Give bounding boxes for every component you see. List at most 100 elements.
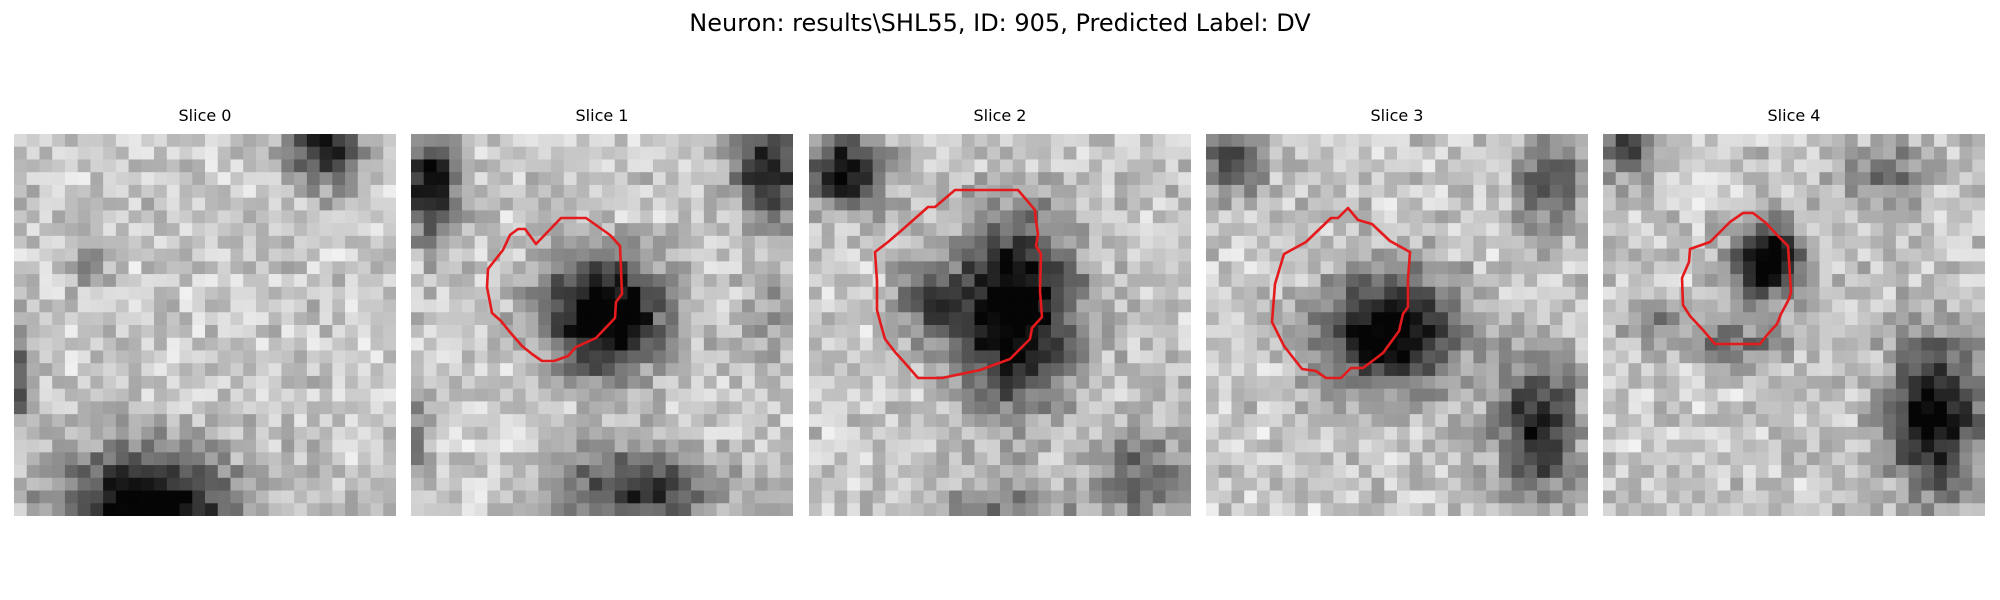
pixel-cell [1511, 439, 1525, 453]
pixel-cell [1473, 261, 1487, 275]
pixel-cell [1717, 286, 1731, 301]
pixel-cell [703, 223, 718, 237]
pixel-cell [538, 248, 552, 262]
pixel-cell [1806, 146, 1820, 160]
pixel-cell [1218, 337, 1232, 351]
pixel-cell [742, 465, 756, 479]
pixel-cell [268, 414, 282, 428]
pixel-cell [1486, 261, 1500, 275]
pixel-cell [1972, 388, 1985, 402]
pixel-cell [411, 350, 425, 364]
pixel-cell [961, 350, 976, 364]
pixel-cell [1371, 337, 1385, 351]
pixel-cell [39, 146, 53, 160]
pixel-cell [281, 184, 295, 199]
pixel-cell [885, 465, 899, 479]
pixel-cell [217, 375, 231, 390]
pixel-cell [576, 477, 590, 492]
pixel-cell [487, 134, 501, 148]
pixel-cell [461, 261, 476, 275]
pixel-cell [1231, 299, 1245, 313]
pixel-cell [500, 223, 514, 237]
pixel-cell [1603, 134, 1617, 148]
pixel-cell [268, 490, 282, 504]
pixel-cell [1409, 490, 1423, 504]
pixel-cell [589, 146, 603, 160]
pixel-cell [1946, 452, 1961, 466]
pixel-cell [1025, 184, 1039, 199]
pixel-cell [949, 159, 963, 173]
pixel-cell [1819, 363, 1833, 377]
pixel-cell [1346, 388, 1360, 402]
pixel-cell [1165, 261, 1179, 275]
pixel-cell [383, 388, 396, 402]
pixel-cell [1307, 452, 1322, 466]
pixel-cell [1435, 312, 1449, 326]
pixel-cell [1076, 503, 1090, 516]
pixel-cell [487, 172, 501, 186]
pixel-cell [1460, 375, 1474, 390]
pixel-cell [141, 337, 155, 351]
pixel-cell [1755, 223, 1770, 237]
pixel-cell [1101, 388, 1116, 402]
pixel-cell [1384, 465, 1398, 479]
pixel-cell [1844, 477, 1859, 492]
pixel-cell [1050, 490, 1065, 504]
pixel-cell [1038, 337, 1052, 351]
pixel-cell [1549, 490, 1564, 504]
pixel-cell [1307, 325, 1322, 339]
pixel-cell [357, 465, 372, 479]
pixel-cell [1295, 325, 1309, 339]
pixel-cell [1524, 248, 1538, 262]
pixel-cell [77, 375, 91, 390]
pixel-cell [1730, 490, 1744, 504]
pixel-cell [1781, 223, 1795, 237]
pixel-cell [1063, 490, 1077, 504]
pixel-cell [1269, 465, 1283, 479]
pixel-cell [627, 134, 641, 148]
pixel-cell [1473, 299, 1487, 313]
pixel-cell [1615, 197, 1629, 211]
pixel-cell [885, 223, 899, 237]
pixel-cell [1152, 465, 1167, 479]
pixel-cell [1549, 172, 1564, 186]
pixel-cell [729, 363, 743, 377]
pixel-cell [1883, 363, 1897, 377]
pixel-cell [474, 337, 488, 351]
pixel-cell [1089, 235, 1103, 250]
pixel-cell [1025, 350, 1039, 364]
pixel-cell [255, 223, 270, 237]
pixel-cell [1127, 223, 1141, 237]
pixel-cell [1012, 375, 1026, 390]
pixel-cell [487, 210, 501, 224]
pixel-cell [1409, 426, 1423, 441]
pixel-cell [1704, 223, 1719, 237]
pixel-cell [1346, 363, 1360, 377]
pixel-cell [1114, 223, 1128, 237]
pixel-cell [243, 184, 257, 199]
pixel-cell [1320, 490, 1334, 504]
pixel-cell [691, 286, 705, 301]
pixel-cell [885, 401, 899, 415]
pixel-cell [1320, 388, 1334, 402]
pixel-cell [1282, 401, 1296, 415]
pixel-cell [411, 490, 425, 504]
pixel-cell [1025, 312, 1039, 326]
pixel-cell [1806, 197, 1820, 211]
pixel-cell [423, 337, 437, 351]
pixel-cell [640, 235, 654, 250]
pixel-cell [1692, 375, 1706, 390]
pixel-cell [1768, 172, 1782, 186]
pixel-cell [949, 286, 963, 301]
pixel-cell [1819, 223, 1833, 237]
pixel-cell [614, 465, 628, 479]
pixel-cell [319, 235, 333, 250]
pixel-cell [910, 337, 925, 351]
pixel-cell [357, 210, 372, 224]
pixel-cell [1704, 197, 1719, 211]
pixel-cell [589, 350, 603, 364]
pixel-cell [281, 388, 295, 402]
pixel-cell [1076, 184, 1090, 199]
pixel-cell [1549, 414, 1564, 428]
pixel-cell [90, 235, 104, 250]
